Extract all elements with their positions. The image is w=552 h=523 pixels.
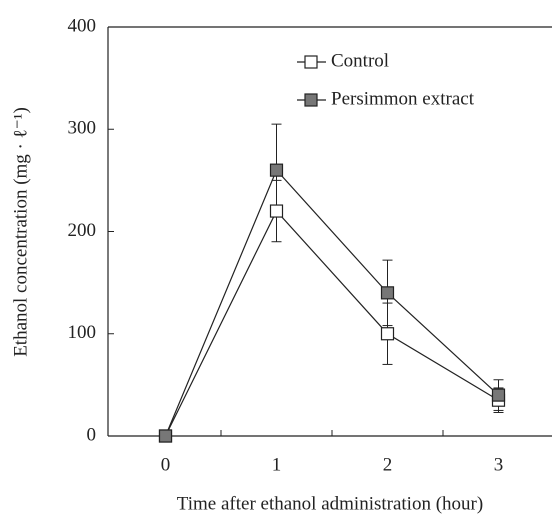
legend-marker: [304, 93, 318, 107]
x-tick-label: 3: [494, 454, 504, 475]
x-tick-label: 1: [272, 454, 282, 475]
series-line: [164, 209, 499, 437]
legend-label: Control: [331, 50, 389, 71]
legend-label: Persimmon extract: [331, 88, 475, 109]
legend-marker: [304, 55, 318, 69]
y-tick-label: 0: [87, 424, 97, 445]
marker: [269, 163, 284, 177]
y-tick-label: 400: [68, 15, 97, 36]
y-axis-label: Ethanol concentration (mg · ℓ⁻¹): [10, 107, 31, 357]
y-tick-label: 300: [68, 118, 97, 139]
marker: [269, 204, 284, 218]
y-tick-label: 200: [68, 220, 97, 241]
x-tick-label: 2: [383, 454, 393, 475]
marker: [491, 388, 506, 402]
y-tick-label: 100: [68, 322, 97, 343]
marker: [380, 286, 395, 300]
marker: [380, 327, 395, 341]
marker: [158, 429, 173, 443]
x-tick-label: 0: [161, 454, 171, 475]
x-axis-label: Time after ethanol administration (hour): [177, 493, 483, 514]
series-line: [164, 169, 499, 437]
